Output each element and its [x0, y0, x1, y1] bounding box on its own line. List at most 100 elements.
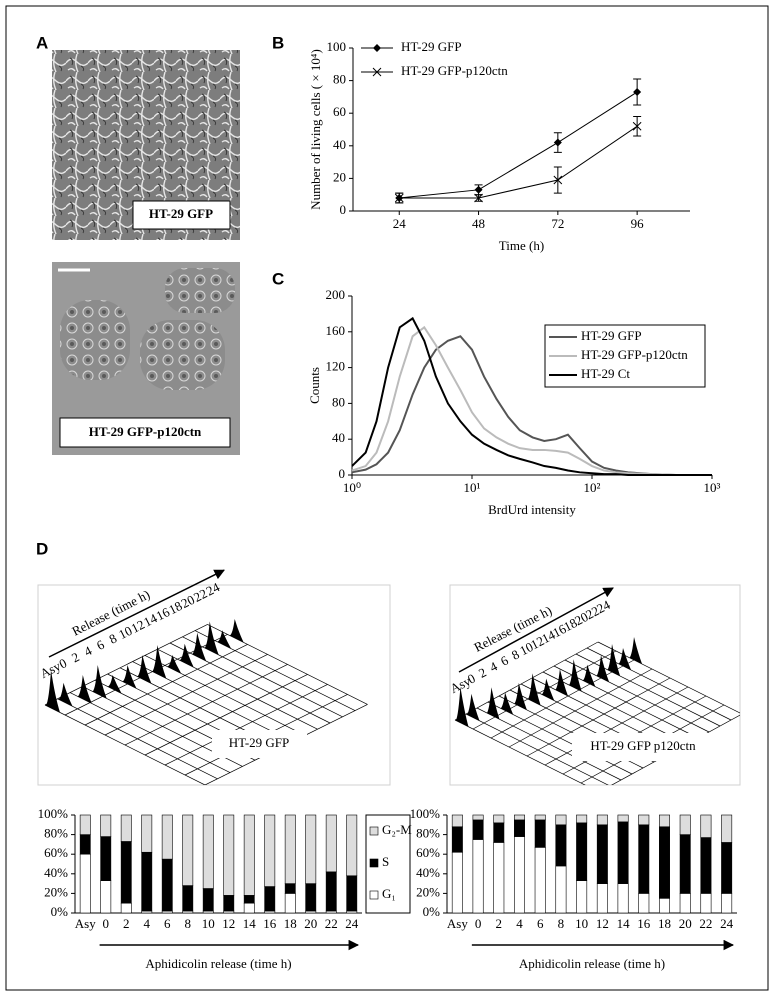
x-tick-label: 72	[551, 216, 564, 231]
marker	[553, 175, 563, 185]
time-label: 18	[561, 615, 579, 634]
histogram-peak	[541, 678, 555, 701]
y-tick-label: 0%	[423, 904, 441, 919]
y-tick-label: 100	[327, 39, 347, 54]
x-tick-label: Asy	[447, 916, 468, 931]
histogram-peak	[569, 659, 582, 692]
x-tick-label: 24	[720, 916, 734, 931]
y-tick-label: 80%	[416, 826, 440, 841]
grid-line	[508, 668, 653, 748]
x-tick-label: 8	[558, 916, 565, 931]
time-label: 22	[583, 603, 601, 622]
bar-segment	[576, 822, 588, 881]
time-label: 10	[517, 639, 535, 658]
bar-segment	[243, 895, 255, 904]
bar-segment	[141, 851, 153, 912]
histogram-peak	[596, 655, 610, 683]
y-tick-label: 20	[333, 169, 346, 184]
bar-segment	[596, 883, 608, 914]
y-tick-label: 80	[333, 72, 346, 87]
bar-segment	[346, 814, 358, 877]
x-tick-label: 16	[637, 916, 651, 931]
bar-segment	[264, 814, 276, 887]
bar-segment	[325, 871, 337, 912]
bar-segment	[451, 851, 463, 914]
histogram-peak	[217, 630, 232, 649]
x-tick-label: 48	[472, 216, 485, 231]
bar-segment	[638, 824, 650, 894]
x-tick-label: 24	[393, 216, 407, 231]
y-tick-label: 40%	[416, 865, 440, 880]
x-tick-label: 96	[631, 216, 645, 231]
bar-segment	[305, 883, 317, 912]
legend-label: HT-29 GFP-p120ctn	[581, 347, 688, 362]
bar-segment	[472, 814, 484, 821]
y-tick-label: 40%	[44, 865, 68, 880]
y-tick-label: 160	[326, 323, 346, 338]
bar-segment	[659, 826, 670, 899]
bar-segment	[472, 819, 484, 840]
x-tick-label: 22	[325, 916, 338, 931]
histogram-peak	[152, 645, 167, 679]
grid-line	[526, 677, 671, 757]
bar-segment	[576, 880, 588, 914]
x-tick-label: 4	[516, 916, 523, 931]
bar-segment	[617, 821, 629, 884]
bar-segment	[79, 853, 91, 914]
bar-segment	[120, 841, 132, 904]
x-tick-label: 24	[345, 916, 359, 931]
y-tick-label: 20%	[44, 884, 68, 899]
grid-line	[104, 654, 268, 736]
histogram-peak	[514, 682, 527, 710]
y-tick-label: 80	[332, 394, 345, 409]
grid-line	[164, 684, 328, 766]
histogram-peak	[555, 668, 568, 696]
legend-label: G₁	[382, 886, 396, 901]
bar-segment	[161, 814, 173, 860]
bar-segment	[79, 834, 91, 855]
series-line	[399, 125, 638, 199]
bar-segment	[182, 814, 194, 886]
x-tick-label: 20	[679, 916, 692, 931]
bar-segment	[223, 814, 235, 896]
x-tick-label: 10	[575, 916, 588, 931]
colony	[60, 300, 130, 380]
histogram-peak	[107, 675, 122, 694]
bar-segment	[534, 814, 546, 821]
y-tick-label: 80%	[44, 826, 68, 841]
bar-segment	[679, 834, 691, 894]
histogram-peak	[618, 648, 632, 671]
grid-line	[144, 674, 308, 756]
series-line	[399, 91, 638, 199]
bar-segment	[659, 897, 670, 914]
grid-line	[44, 624, 208, 706]
bar-segment	[700, 814, 712, 838]
time-label: 10	[116, 623, 134, 642]
y-tick-label: 0	[339, 466, 346, 481]
bar-segment	[100, 814, 112, 837]
plot-label-box	[212, 730, 307, 758]
x-tick-label: 12	[222, 916, 235, 931]
marker	[372, 67, 382, 77]
bar-segment	[100, 880, 112, 914]
bar-segment	[243, 902, 255, 914]
bar-segment	[161, 858, 173, 912]
panel-label: D	[36, 539, 48, 558]
time-label: 12	[528, 633, 546, 652]
histogram-peak	[466, 693, 480, 721]
x-axis-label: Aphidicolin release (time h)	[145, 956, 291, 971]
bar-segment	[721, 842, 733, 894]
bar-segment	[534, 819, 546, 848]
series-line	[351, 325, 712, 476]
bar-segment	[493, 822, 505, 843]
x-tick-label: 6	[537, 916, 544, 931]
x-tick-label: 4	[144, 916, 151, 931]
bar-segment	[514, 836, 525, 914]
bar-segment	[79, 814, 91, 835]
marker	[633, 88, 642, 97]
grid-line	[124, 664, 288, 746]
grid-line	[454, 641, 599, 721]
time-label: 12	[129, 617, 147, 636]
panel-label: B	[272, 33, 284, 52]
y-tick-label: 20%	[416, 884, 440, 899]
